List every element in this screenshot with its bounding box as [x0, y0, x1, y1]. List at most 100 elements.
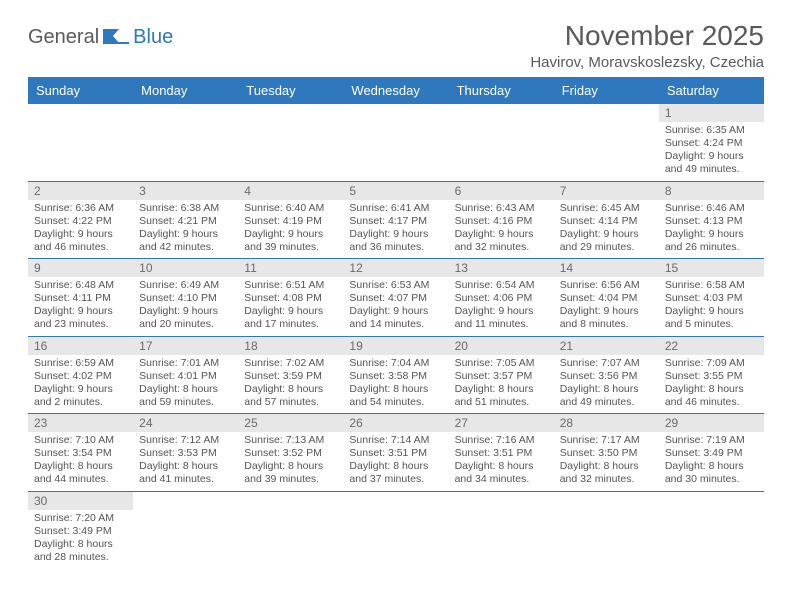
- day-info: Sunrise: 7:14 AMSunset: 3:51 PMDaylight:…: [349, 434, 442, 487]
- calendar-cell: 12Sunrise: 6:53 AMSunset: 4:07 PMDayligh…: [343, 259, 448, 337]
- calendar-cell: 24Sunrise: 7:12 AMSunset: 3:53 PMDayligh…: [133, 414, 238, 492]
- day-number: 30: [28, 492, 133, 510]
- day-info: Sunrise: 7:19 AMSunset: 3:49 PMDaylight:…: [665, 434, 758, 487]
- day-info: Sunrise: 6:40 AMSunset: 4:19 PMDaylight:…: [244, 202, 337, 255]
- calendar-week: 2Sunrise: 6:36 AMSunset: 4:22 PMDaylight…: [28, 181, 764, 259]
- day-number: 8: [659, 182, 764, 200]
- calendar-cell: [343, 491, 448, 568]
- day-number: 19: [343, 337, 448, 355]
- calendar-cell: 10Sunrise: 6:49 AMSunset: 4:10 PMDayligh…: [133, 259, 238, 337]
- calendar-cell: 17Sunrise: 7:01 AMSunset: 4:01 PMDayligh…: [133, 336, 238, 414]
- day-info: Sunrise: 6:56 AMSunset: 4:04 PMDaylight:…: [560, 279, 653, 332]
- calendar-cell: 9 Sunrise: 6:48 AMSunset: 4:11 PMDaylight…: [28, 259, 133, 337]
- title-block: November 2025 Havirov, Moravskoslezsky, …: [530, 20, 764, 71]
- calendar-cell: [449, 104, 554, 181]
- day-info: Sunrise: 6:51 AMSunset: 4:08 PMDaylight:…: [244, 279, 337, 332]
- day-number: 10: [133, 259, 238, 277]
- calendar-cell: 15 Sunrise: 6:58 AMSunset: 4:03 PMDayligh…: [659, 259, 764, 337]
- day-number: 5: [343, 182, 448, 200]
- calendar-cell: 19Sunrise: 7:04 AMSunset: 3:58 PMDayligh…: [343, 336, 448, 414]
- day-info: Sunrise: 6:48 AMSunset: 4:11 PMDaylight:…: [34, 279, 127, 332]
- day-number: 26: [343, 414, 448, 432]
- weekday-header: Tuesday: [238, 77, 343, 104]
- day-info: Sunrise: 6:58 AMSunset: 4:03 PMDaylight:…: [665, 279, 758, 332]
- day-number: 9: [28, 259, 133, 277]
- day-number: 23: [28, 414, 133, 432]
- weekday-header: Saturday: [659, 77, 764, 104]
- calendar-cell: 25 Sunrise: 7:13 AMSunset: 3:52 PMDayligh…: [238, 414, 343, 492]
- day-number: 28: [554, 414, 659, 432]
- day-info: Sunrise: 6:53 AMSunset: 4:07 PMDaylight:…: [349, 279, 442, 332]
- calendar-cell: 5 Sunrise: 6:41 AMSunset: 4:17 PMDaylight…: [343, 181, 448, 259]
- calendar-cell: 11Sunrise: 6:51 AMSunset: 4:08 PMDayligh…: [238, 259, 343, 337]
- calendar-cell: [238, 104, 343, 181]
- calendar-cell: 7 Sunrise: 6:45 AMSunset: 4:14 PMDaylight…: [554, 181, 659, 259]
- day-number: 25: [238, 414, 343, 432]
- calendar-cell: 13Sunrise: 6:54 AMSunset: 4:06 PMDayligh…: [449, 259, 554, 337]
- day-info: Sunrise: 7:12 AMSunset: 3:53 PMDaylight:…: [139, 434, 232, 487]
- calendar-cell: 21Sunrise: 7:07 AMSunset: 3:56 PMDayligh…: [554, 336, 659, 414]
- calendar-cell: 18 Sunrise: 7:02 AMSunset: 3:59 PMDayligh…: [238, 336, 343, 414]
- day-info: Sunrise: 6:35 AMSunset: 4:24 PMDaylight:…: [665, 124, 758, 177]
- calendar-cell: 6Sunrise: 6:43 AMSunset: 4:16 PMDaylight…: [449, 181, 554, 259]
- weekday-header: Sunday: [28, 77, 133, 104]
- day-info: Sunrise: 6:46 AMSunset: 4:13 PMDaylight:…: [665, 202, 758, 255]
- day-number: 29: [659, 414, 764, 432]
- day-number: 7: [554, 182, 659, 200]
- weekday-header: Wednesday: [343, 77, 448, 104]
- calendar-cell: 29 Sunrise: 7:19 AMSunset: 3:49 PMDayligh…: [659, 414, 764, 492]
- header: General Blue November 2025 Havirov, Mora…: [28, 20, 764, 71]
- day-info: Sunrise: 7:09 AMSunset: 3:55 PMDaylight:…: [665, 357, 758, 410]
- calendar-week: 23 Sunrise: 7:10 AMSunset: 3:54 PMDayligh…: [28, 414, 764, 492]
- calendar-cell: [554, 491, 659, 568]
- month-title: November 2025: [530, 20, 764, 52]
- calendar-cell: 20 Sunrise: 7:05 AMSunset: 3:57 PMDayligh…: [449, 336, 554, 414]
- calendar-body: 1 Sunrise: 6:35 AMSunset: 4:24 PMDaylight…: [28, 104, 764, 568]
- calendar-week: 16Sunrise: 6:59 AMSunset: 4:02 PMDayligh…: [28, 336, 764, 414]
- calendar-week: 30 Sunrise: 7:20 AMSunset: 3:49 PMDayligh…: [28, 491, 764, 568]
- calendar-cell: 30 Sunrise: 7:20 AMSunset: 3:49 PMDayligh…: [28, 491, 133, 568]
- day-number: 3: [133, 182, 238, 200]
- day-info: Sunrise: 6:38 AMSunset: 4:21 PMDaylight:…: [139, 202, 232, 255]
- calendar-cell: [449, 491, 554, 568]
- calendar-cell: 26 Sunrise: 7:14 AMSunset: 3:51 PMDayligh…: [343, 414, 448, 492]
- brand-part2: Blue: [133, 26, 173, 49]
- day-info: Sunrise: 7:20 AMSunset: 3:49 PMDaylight:…: [34, 512, 127, 565]
- calendar-table: SundayMondayTuesdayWednesdayThursdayFrid…: [28, 77, 764, 568]
- calendar-cell: 28Sunrise: 7:17 AMSunset: 3:50 PMDayligh…: [554, 414, 659, 492]
- calendar-cell: [28, 104, 133, 181]
- calendar-cell: [659, 491, 764, 568]
- weekday-header: Monday: [133, 77, 238, 104]
- brand-logo: General Blue: [28, 26, 173, 49]
- calendar-cell: [238, 491, 343, 568]
- calendar-cell: 27Sunrise: 7:16 AMSunset: 3:51 PMDayligh…: [449, 414, 554, 492]
- day-info: Sunrise: 7:05 AMSunset: 3:57 PMDaylight:…: [455, 357, 548, 410]
- day-info: Sunrise: 7:07 AMSunset: 3:56 PMDaylight:…: [560, 357, 653, 410]
- day-info: Sunrise: 7:13 AMSunset: 3:52 PMDaylight:…: [244, 434, 337, 487]
- day-info: Sunrise: 6:59 AMSunset: 4:02 PMDaylight:…: [34, 357, 127, 410]
- day-number: 20: [449, 337, 554, 355]
- calendar-cell: 1 Sunrise: 6:35 AMSunset: 4:24 PMDaylight…: [659, 104, 764, 181]
- day-info: Sunrise: 7:02 AMSunset: 3:59 PMDaylight:…: [244, 357, 337, 410]
- day-number: 6: [449, 182, 554, 200]
- day-number: 14: [554, 259, 659, 277]
- day-info: Sunrise: 6:54 AMSunset: 4:06 PMDaylight:…: [455, 279, 548, 332]
- calendar-week: 1 Sunrise: 6:35 AMSunset: 4:24 PMDaylight…: [28, 104, 764, 181]
- calendar-cell: 3 Sunrise: 6:38 AMSunset: 4:21 PMDaylight…: [133, 181, 238, 259]
- flag-icon: [103, 27, 129, 50]
- day-number: 2: [28, 182, 133, 200]
- day-number: 18: [238, 337, 343, 355]
- calendar-cell: [133, 104, 238, 181]
- day-info: Sunrise: 6:41 AMSunset: 4:17 PMDaylight:…: [349, 202, 442, 255]
- calendar-cell: 2Sunrise: 6:36 AMSunset: 4:22 PMDaylight…: [28, 181, 133, 259]
- brand-part1: General: [28, 26, 99, 49]
- day-info: Sunrise: 7:10 AMSunset: 3:54 PMDaylight:…: [34, 434, 127, 487]
- day-info: Sunrise: 7:16 AMSunset: 3:51 PMDaylight:…: [455, 434, 548, 487]
- day-number: 4: [238, 182, 343, 200]
- day-info: Sunrise: 6:45 AMSunset: 4:14 PMDaylight:…: [560, 202, 653, 255]
- day-number: 15: [659, 259, 764, 277]
- weekday-header: Friday: [554, 77, 659, 104]
- day-number: 1: [659, 104, 764, 122]
- calendar-cell: 14 Sunrise: 6:56 AMSunset: 4:04 PMDayligh…: [554, 259, 659, 337]
- calendar-cell: 16Sunrise: 6:59 AMSunset: 4:02 PMDayligh…: [28, 336, 133, 414]
